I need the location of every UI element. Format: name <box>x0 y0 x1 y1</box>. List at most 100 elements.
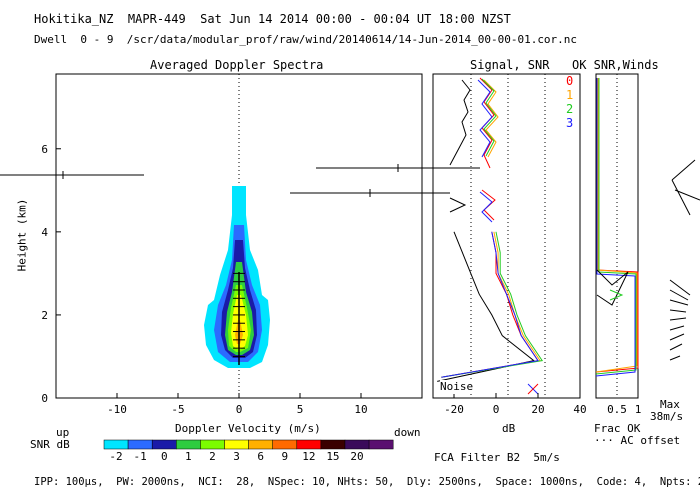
colorbar-label-7: 9 <box>281 450 288 463</box>
beam2-upper <box>481 78 497 157</box>
wind-barb-9 <box>669 355 681 361</box>
signal-series-1 <box>441 231 539 378</box>
wind-barb-8 <box>669 343 683 351</box>
wind-barb-2 <box>669 289 689 301</box>
colorbar-swatch-3 <box>176 439 201 450</box>
colorbar-swatch-0 <box>103 439 129 450</box>
signal-series-2 <box>441 231 541 378</box>
signal-series-3 <box>441 231 544 378</box>
wind-barb-upper-1 <box>671 159 696 181</box>
noise-mid <box>449 197 467 213</box>
up-label: up <box>56 426 70 439</box>
ok-beam2 <box>595 78 637 375</box>
signal-upper-wiggles <box>449 77 499 223</box>
colorbar-label-9: 15 <box>326 450 339 463</box>
legend-beam-2: 2 <box>566 102 574 116</box>
colorbar-label-1: -1 <box>134 450 147 463</box>
beam1-upper <box>483 79 499 158</box>
beam3-mid <box>479 191 493 223</box>
ac-offset-label: ··· AC offset <box>594 434 681 447</box>
wind-barb-7 <box>669 333 685 341</box>
wind-barb-upper-2 <box>671 179 691 216</box>
spectra-outliers <box>0 164 480 197</box>
wind-barb-4 <box>669 309 687 313</box>
ok-spike <box>609 289 624 301</box>
colorbar-swatch-8 <box>296 439 322 450</box>
spectra-x-ticks: -10 -5 0 5 10 <box>107 393 368 416</box>
wind-barb-1 <box>669 279 691 296</box>
snr-colorbar: -2 -1 0 1 2 3 6 9 12 15 20 <box>103 439 394 463</box>
spectra-ytick-label-1: 2 <box>41 309 48 322</box>
signal-x-ticks: -20 0 20 40 <box>444 393 587 416</box>
x-axis-label-spectra: Doppler Velocity (m/s) <box>175 422 321 435</box>
signal-series-0 <box>437 231 535 382</box>
beam3-upper <box>477 79 493 158</box>
colorbar-label-6: 6 <box>257 450 264 463</box>
signal-series <box>437 231 544 382</box>
signal-frame <box>432 73 581 399</box>
colorbar-label-3: 1 <box>185 450 192 463</box>
colorbar-swatch-6 <box>248 439 273 450</box>
ok-beam3 <box>595 78 636 377</box>
header-title: Hokitika_NZ MAPR-449 Sat Jun 14 2014 00:… <box>34 12 511 26</box>
legend-beam-0: 0 <box>566 74 574 88</box>
header-dwell-path: Dwell 0 - 9 /scr/data/modular_prof/raw/w… <box>34 33 578 46</box>
colorbar-swatch-10 <box>344 439 370 450</box>
spectra-xtick-label-1: -5 <box>171 403 184 416</box>
x-axis-label-signal: dB <box>502 422 516 435</box>
down-label: down <box>394 426 421 439</box>
max-speed-label: 38m/s <box>650 410 684 423</box>
colorbar-swatch-9 <box>320 439 346 450</box>
ok-panel-title: OK SNR,Winds <box>572 58 659 72</box>
y-axis-label: Height (km) <box>15 198 29 272</box>
spectral-peak-ticks <box>233 272 245 357</box>
spectra-ytick-label-0: 0 <box>41 392 48 405</box>
colorbar-label-10: 20 <box>350 450 363 463</box>
colorbar-swatch-1 <box>127 439 153 450</box>
colorbar-label-4: 2 <box>209 450 216 463</box>
ok-xtick-label-0: 0.5 <box>607 403 627 416</box>
colorbar-swatch-7 <box>272 439 298 450</box>
colorbar-swatch-2 <box>151 439 177 450</box>
colorbar-swatch-5 <box>224 439 249 450</box>
ok-xtick-label-1: 1 <box>635 403 642 416</box>
footer-params: IPP: 100μs, PW: 2000ns, NCI: 28, NSpec: … <box>34 476 700 488</box>
wind-barb-upper-3 <box>674 189 700 201</box>
colorbar-label-2: 0 <box>161 450 168 463</box>
noise-label: Noise <box>440 380 474 394</box>
spectra-xtick-label-0: -10 <box>107 403 127 416</box>
fca-filter-label: FCA Filter B2 5m/s <box>434 451 560 464</box>
wind-barb-3 <box>669 299 689 306</box>
signal-panel-title: Signal, SNR <box>470 58 550 72</box>
spectra-y-ticks: 0 2 4 6 <box>41 143 61 405</box>
legend-beam-1: 1 <box>566 88 574 102</box>
signal-xtick-label-3: 40 <box>573 403 586 416</box>
signal-series-4 <box>441 231 539 378</box>
spectra-ytick-label-2: 4 <box>41 226 48 239</box>
wind-barb-5 <box>669 317 687 321</box>
frac-ok-label: Frac OK <box>594 422 641 435</box>
ok-beam1 <box>595 78 638 373</box>
colorbar-swatch-11 <box>368 439 394 450</box>
noise-upper <box>449 79 471 166</box>
ok-series <box>595 78 639 377</box>
spectra-xtick-label-2: 0 <box>236 403 243 416</box>
max-label: Max <box>660 398 680 411</box>
legend-beam-3: 3 <box>566 116 574 130</box>
signal-xtick-label-1: 0 <box>493 403 500 416</box>
signal-xtick-label-0: -20 <box>444 403 464 416</box>
wind-barbs <box>669 159 700 361</box>
spectra-panel-title: Averaged Doppler Spectra <box>150 58 324 72</box>
colorbar-label-8: 12 <box>302 450 315 463</box>
colorbar-label-0: -2 <box>109 450 122 463</box>
ok-windz <box>596 269 629 306</box>
signal-x-marker-b <box>527 383 539 395</box>
signal-xtick-label-2: 20 <box>531 403 544 416</box>
spectra-xtick-label-4: 10 <box>354 403 367 416</box>
spectra-xtick-label-3: 5 <box>297 403 304 416</box>
spectra-ytick-label-3: 6 <box>41 143 48 156</box>
ok-x-ticks: 0.5 1 <box>607 403 641 416</box>
snr-db-label: SNR dB <box>30 438 70 451</box>
colorbar-swatch-4 <box>200 439 225 450</box>
